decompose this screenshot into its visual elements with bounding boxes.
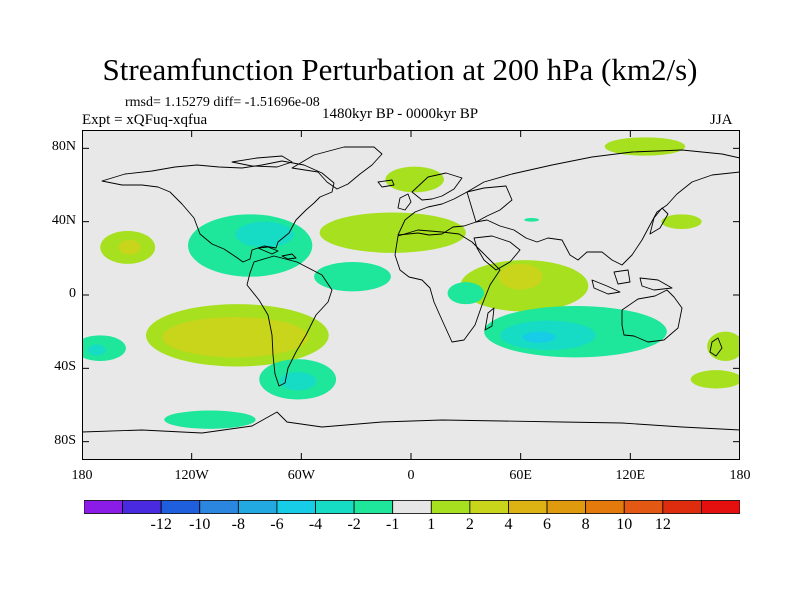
colorbar-label-10: 6: [543, 516, 552, 533]
season-label: JJA: [710, 112, 733, 128]
colorbar-label-12: 10: [616, 516, 633, 533]
anomaly-region-13: [385, 166, 444, 193]
lon-label-0: 180: [71, 468, 93, 483]
coastline-australia: [621, 289, 683, 343]
lon-label-2: 60W: [287, 468, 315, 483]
coastline-new-zealand: [709, 337, 723, 357]
colorbar-box-4: [237, 500, 278, 514]
anomaly-region-12: [319, 212, 466, 253]
lon-label-1: 120W: [174, 468, 209, 483]
period-label: 1480kyr BP - 0000kyr BP: [322, 106, 479, 122]
colorbar-box-2: [160, 500, 201, 514]
coastline-arabia: [473, 235, 521, 271]
anomaly-region-23: [707, 331, 740, 361]
colorbar-label-11: 8: [581, 516, 590, 533]
coastline-greenland: [291, 146, 383, 190]
anomaly-region-24: [690, 370, 740, 389]
colorbar-label-8: 2: [465, 516, 474, 533]
plot-title: Streamfunction Perturbation at 200 hPa (…: [102, 52, 698, 87]
coastline-asia: [466, 149, 740, 266]
coastline-japan: [649, 207, 669, 235]
lon-label-3: 0: [407, 468, 415, 483]
colorbar-box-0: [84, 500, 123, 514]
lon-label-4: 60E: [509, 468, 532, 483]
colorbar-box-8: [392, 500, 432, 514]
colorbar-label-3: -6: [270, 516, 284, 533]
colorbar-box-1: [122, 500, 162, 514]
anomaly-region-9: [164, 410, 256, 429]
anomaly-region-11: [87, 344, 106, 356]
lon-label-6: 180: [729, 468, 751, 483]
colorbar-label-5: -2: [347, 516, 361, 533]
lat-label-3: 40S: [54, 359, 76, 375]
colorbar-label-1: -10: [189, 516, 211, 533]
colorbar-label-7: 1: [427, 516, 436, 533]
anomaly-region-8: [279, 372, 316, 391]
coastline-europe: [397, 185, 513, 236]
lat-label-1: 40N: [51, 212, 76, 228]
coastline-north-america: [101, 160, 335, 263]
colorbar-box-3: [199, 500, 239, 514]
coastline-south-america: [246, 255, 333, 387]
coastline-africa: [394, 229, 501, 343]
colorbar-label-4: -4: [308, 516, 323, 533]
colorbar-box-7: [353, 500, 394, 514]
streamfunction-map: [82, 130, 740, 460]
lon-label-5: 120E: [615, 468, 646, 483]
colorbar-label-9: 4: [504, 516, 513, 533]
colorbar-label-6: -1: [386, 516, 400, 533]
colorbar-box-15: [662, 500, 702, 514]
colorbar-box-6: [315, 500, 355, 514]
colorbar-box-9: [430, 500, 471, 514]
coastline-british-isles: [377, 179, 412, 211]
lat-label-2: 0: [69, 286, 76, 301]
coastline-arctic-islands: [231, 155, 293, 168]
coastline-scandinavia: [411, 172, 463, 201]
colorbar-box-13: [585, 500, 625, 514]
anomaly-region-21: [522, 331, 556, 343]
anomaly-region-5: [235, 221, 295, 248]
coastline-madagascar: [484, 307, 495, 331]
colorbar-box-14: [623, 500, 664, 514]
coastline-antarctica: [82, 411, 740, 434]
anomaly-region-3: [118, 240, 141, 255]
experiment-label: Expt = xQFuq-xqfua: [82, 112, 208, 128]
colorbar-box-10: [469, 500, 509, 514]
colorbar-box-16: [701, 500, 740, 514]
anomaly-region-1: [162, 317, 309, 358]
anomaly-region-15: [661, 214, 702, 229]
anomaly-fill-layer: [82, 137, 740, 429]
rmsd-diff-stats: rmsd= 1.15279 diff= -1.51696e-08: [125, 95, 320, 110]
anomaly-region-22: [612, 328, 649, 350]
coastline-indonesia: [591, 269, 673, 295]
lat-label-4: 80S: [54, 432, 76, 448]
anomaly-region-17: [498, 263, 543, 290]
colorbar: [84, 500, 740, 514]
axis-ticks: [82, 130, 740, 460]
lat-label-0: 80N: [51, 139, 76, 155]
anomaly-region-25: [524, 218, 539, 222]
anomaly-region-18: [447, 282, 485, 305]
colorbar-label-2: -8: [231, 516, 245, 533]
colorbar-box-12: [546, 500, 587, 514]
anomaly-region-6: [314, 262, 391, 292]
colorbar-box-11: [508, 500, 548, 514]
anomaly-region-14: [604, 137, 686, 156]
coastline-caribbean: [257, 246, 297, 260]
colorbar-box-5: [276, 500, 316, 514]
colorbar-label-13: 12: [654, 516, 671, 533]
colorbar-label-0: -12: [150, 516, 172, 533]
coastlines: [82, 146, 740, 434]
